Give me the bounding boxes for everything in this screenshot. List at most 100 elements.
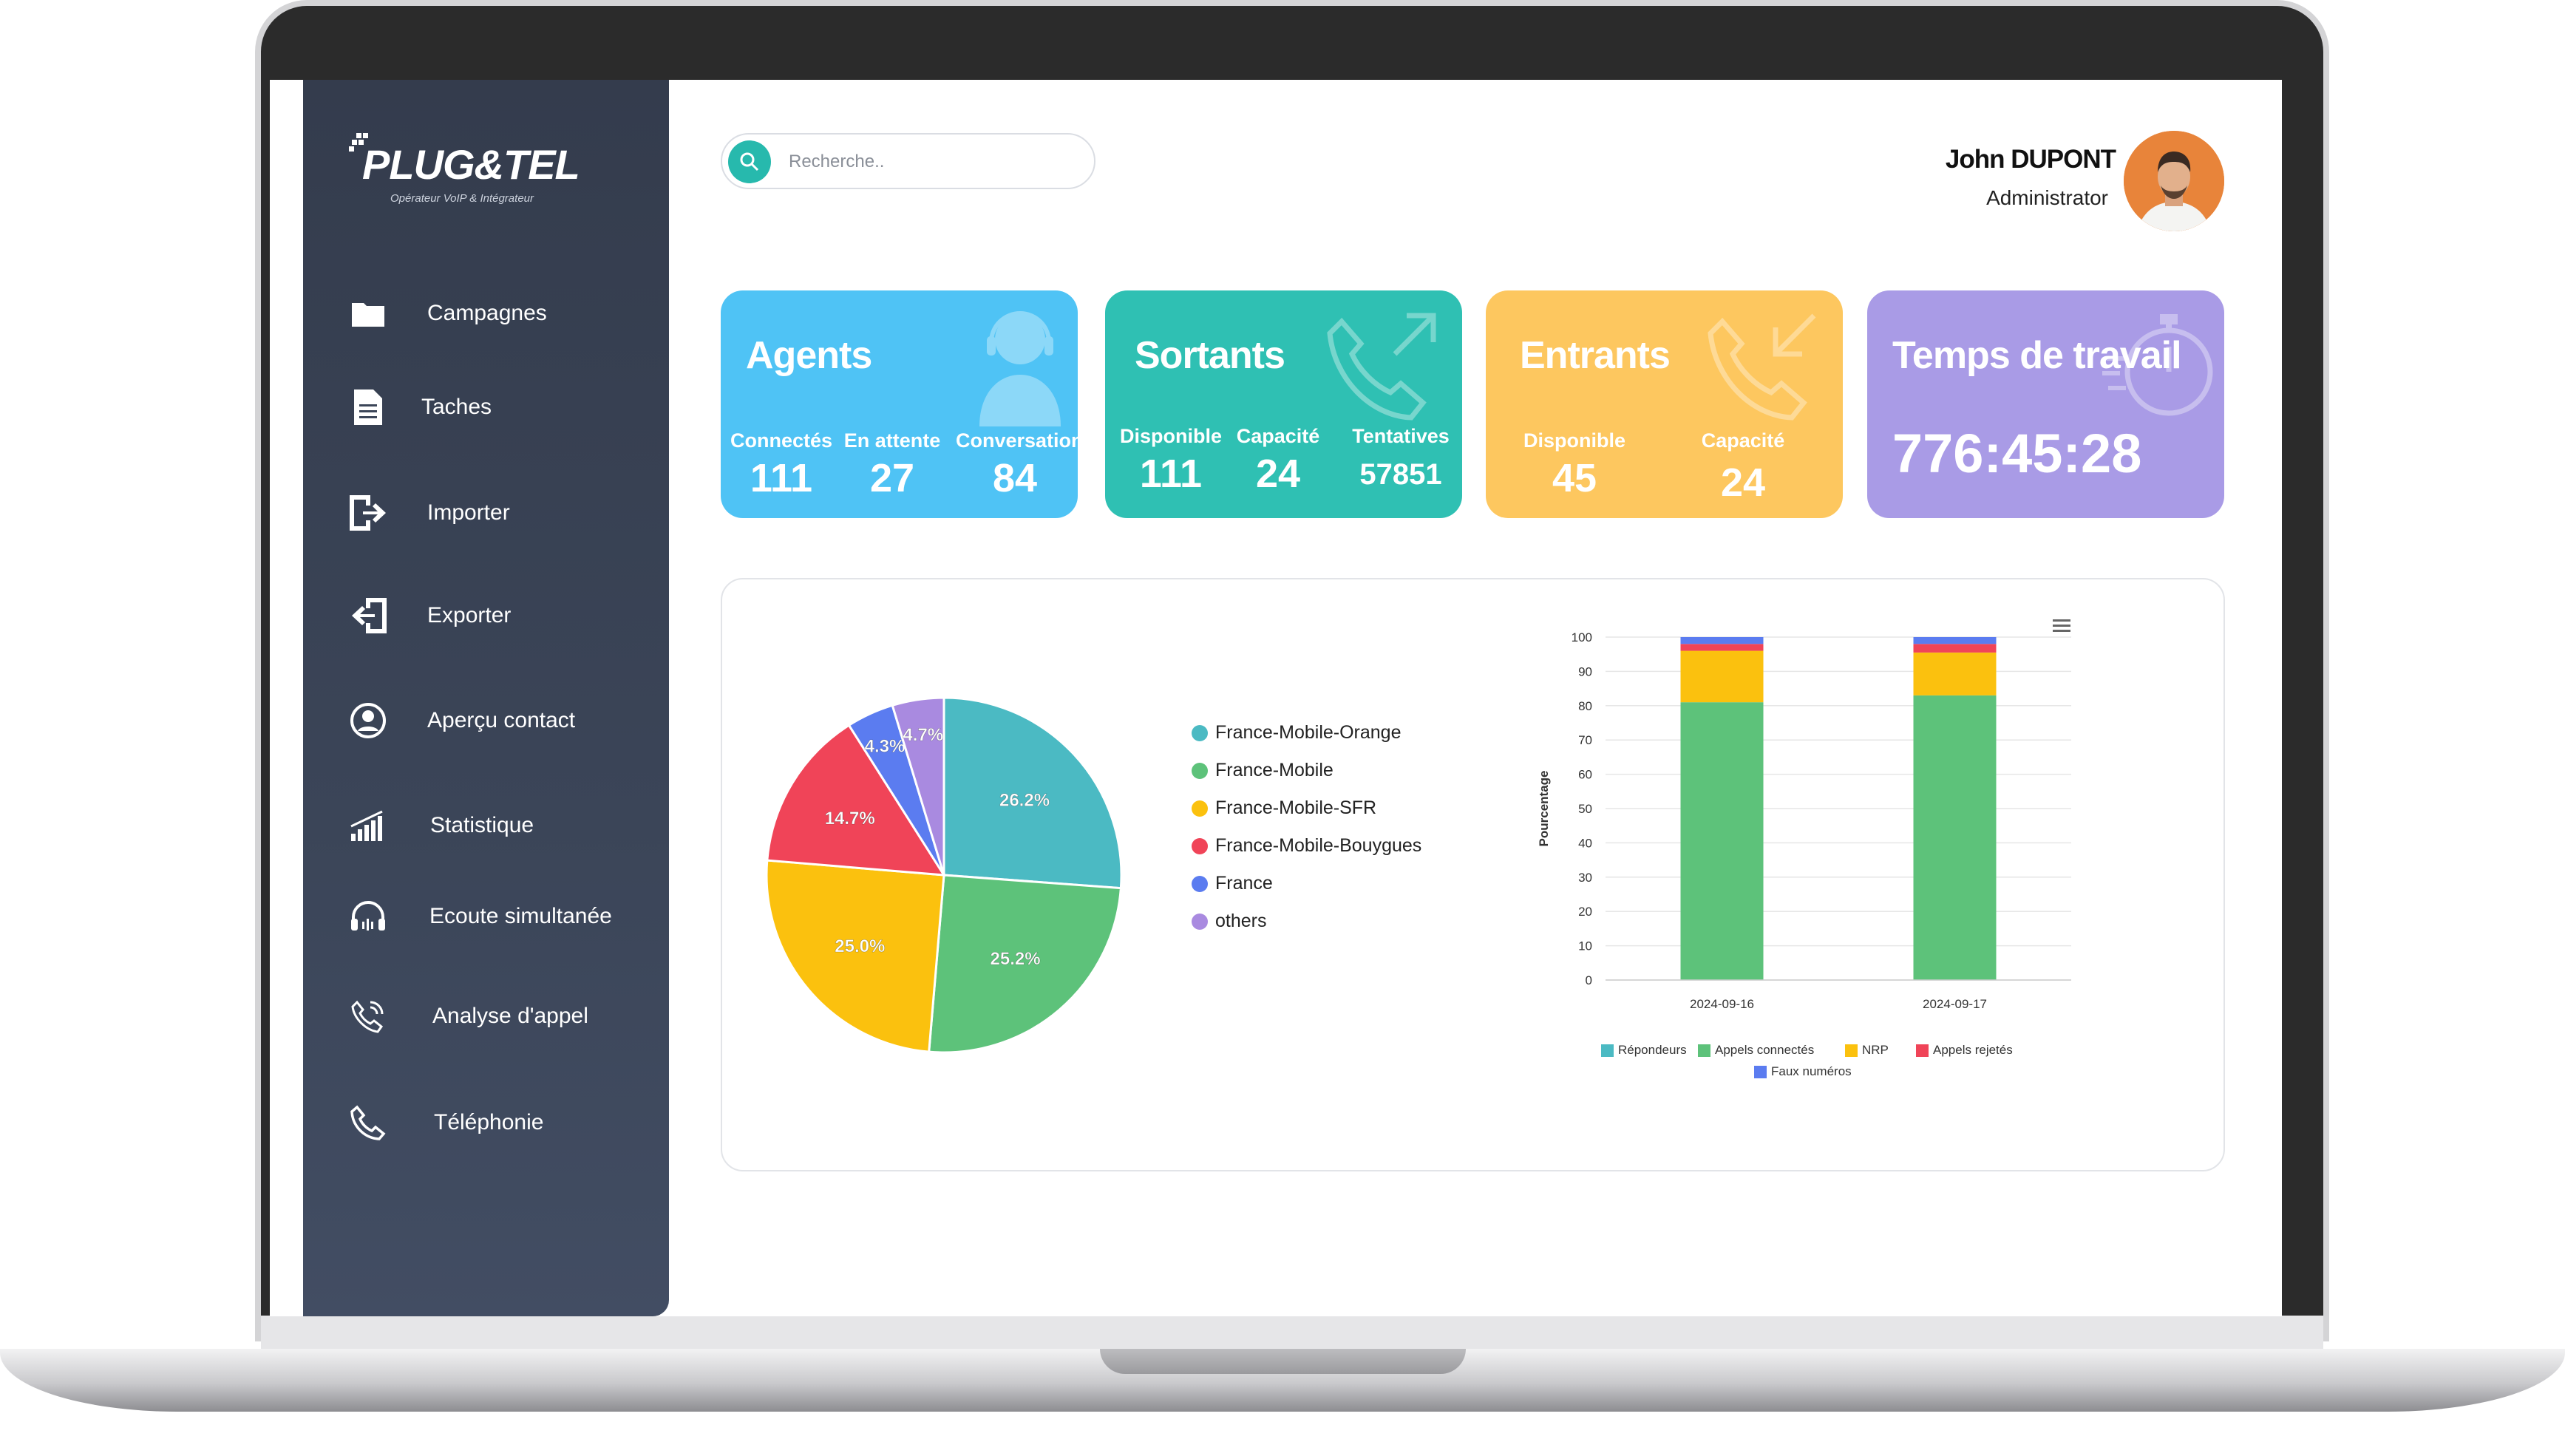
y-tick-label: 70 <box>1578 733 1592 747</box>
brand-logo[interactable]: PLUG&TEL Opérateur VoIP & Intégrateur <box>349 133 615 214</box>
card-temps-de-travail[interactable]: Temps de travail 776:45:28 <box>1867 290 2224 518</box>
legend-label: France-Mobile <box>1215 760 1334 780</box>
legend-swatch <box>1916 1044 1929 1057</box>
legend-swatch <box>1845 1044 1858 1057</box>
sidebar-item-label: Ecoute simultanée <box>429 904 612 928</box>
pie-legend-item[interactable]: others <box>1192 911 1266 932</box>
bar-legend-item[interactable]: Appels rejetés <box>1916 1043 2013 1058</box>
bar-legend-item[interactable]: Appels connectés <box>1698 1043 1814 1058</box>
pie-legend-item[interactable]: France-Mobile <box>1192 760 1334 781</box>
stat-label: Capacité <box>1236 425 1320 447</box>
legend-label: France-Mobile-Orange <box>1215 722 1402 743</box>
stat-label: En attente <box>843 429 941 452</box>
stat-label: Disponible <box>1523 429 1625 452</box>
legend-label: NRP <box>1862 1043 1889 1057</box>
card-entrants[interactable]: Entrants Disponible 45 Capacité 24 <box>1486 290 1843 518</box>
screen: PLUG&TEL Opérateur VoIP & Intégrateur Ca… <box>270 80 2282 1316</box>
legend-label: France-Mobile-SFR <box>1215 797 1377 818</box>
legend-label: France <box>1215 873 1273 894</box>
sidebar-item-campagnes[interactable]: Campagnes <box>303 280 669 347</box>
pie-legend-item[interactable]: France-Mobile-Bouygues <box>1192 835 1421 857</box>
x-tick-label: 2024-09-17 <box>1923 997 1987 1011</box>
pie-slice[interactable] <box>891 696 945 876</box>
bar-legend-item[interactable]: NRP <box>1845 1043 1889 1058</box>
bar-segment[interactable] <box>1913 637 1997 644</box>
export-icon <box>346 593 390 638</box>
search-bar <box>721 133 1095 189</box>
brand-tagline: Opérateur VoIP & Intégrateur <box>390 192 534 205</box>
pie-data-label: 4.7% <box>903 725 943 745</box>
bar-legend-item[interactable]: Répondeurs <box>1601 1043 1687 1058</box>
y-tick-label: 30 <box>1578 871 1592 885</box>
bar-segment[interactable] <box>1913 695 1997 980</box>
bar-segment[interactable] <box>1680 702 1764 980</box>
sidebar-item-label: Importer <box>427 500 510 525</box>
pie-legend-item[interactable]: France <box>1192 873 1273 894</box>
charts-panel: 26.2% 25.2% 25.0% 14.7% 4.3% 4.7% France-Mobi… <box>721 578 2225 1171</box>
sidebar-item-apercu-contact[interactable]: Aperçu contact <box>303 687 669 754</box>
laptop-bezel-bottom <box>261 1316 2323 1349</box>
search-input[interactable] <box>789 148 1077 176</box>
legend-swatch <box>1192 724 1208 741</box>
chart-menu-icon[interactable] <box>2053 618 2073 638</box>
sidebar-item-label: Campagnes <box>427 301 547 325</box>
phone-icon <box>346 1100 390 1145</box>
card-sortants[interactable]: Sortants Disponible 111 Capacité 24 Tent… <box>1105 290 1462 518</box>
stat-capacite: Capacité 24 <box>1226 425 1330 497</box>
pie-legend-item[interactable]: France-Mobile-SFR <box>1192 797 1376 819</box>
sidebar: PLUG&TEL Opérateur VoIP & Intégrateur Ca… <box>303 80 669 1316</box>
y-tick-label: 100 <box>1572 630 1592 644</box>
pie-legend-item[interactable]: France-Mobile-Orange <box>1192 722 1402 744</box>
work-time-value: 776:45:28 <box>1892 423 2142 484</box>
pie-slice[interactable] <box>766 724 946 877</box>
pie-slice[interactable] <box>765 859 945 1053</box>
bar-legend-item[interactable]: Faux numéros <box>1754 1064 1852 1079</box>
y-tick-label: 60 <box>1578 768 1592 782</box>
stat-capacite: Capacité 24 <box>1684 429 1802 506</box>
sidebar-item-telephonie[interactable]: Téléphonie <box>303 1089 669 1156</box>
pie-slice[interactable] <box>942 696 1123 890</box>
stat-disponible: Disponible 45 <box>1515 429 1634 501</box>
stat-disponible: Disponible 111 <box>1115 425 1226 497</box>
sidebar-item-ecoute-simultanee[interactable]: Ecoute simultanée <box>303 883 669 950</box>
legend-label: France-Mobile-Bouygues <box>1215 835 1422 856</box>
stat-label: Capacité <box>1701 429 1785 452</box>
sidebar-item-analyse-appel[interactable]: Analyse d'appel <box>303 983 669 1050</box>
sidebar-item-label: Exporter <box>427 603 512 627</box>
y-tick-label: 50 <box>1578 802 1592 816</box>
card-agents[interactable]: Agents Connectés 111 En attente 27 Conve… <box>721 290 1078 518</box>
bar-segment[interactable] <box>1680 650 1764 703</box>
sidebar-item-label: Analyse d'appel <box>432 1004 588 1028</box>
card-temps-title: Temps de travail <box>1892 334 2182 377</box>
pie-slice[interactable] <box>928 874 1122 1054</box>
sidebar-item-label: Taches <box>421 395 492 419</box>
avatar[interactable] <box>2124 131 2224 231</box>
legend-swatch <box>1601 1044 1614 1057</box>
sidebar-item-importer[interactable]: Importer <box>303 480 669 546</box>
sidebar-item-exporter[interactable]: Exporter <box>303 582 669 649</box>
y-tick-label: 10 <box>1578 939 1592 953</box>
stat-value: 45 <box>1552 456 1597 500</box>
legend-swatch <box>1698 1044 1710 1057</box>
legend-swatch <box>1192 800 1208 817</box>
pie-data-label: 25.2% <box>991 949 1041 969</box>
import-icon <box>346 491 390 535</box>
legend-swatch <box>1192 762 1208 779</box>
bar-segment[interactable] <box>1680 644 1764 651</box>
user-name: John DUPONT <box>1945 145 2116 174</box>
stat-value: 24 <box>1720 460 1766 505</box>
legend-swatch <box>1192 837 1208 854</box>
search-button[interactable] <box>728 140 771 183</box>
bar-segment[interactable] <box>1913 644 1997 653</box>
y-tick-label: 90 <box>1578 664 1592 678</box>
logo-dots-icon <box>349 133 368 152</box>
sidebar-item-label: Statistique <box>430 813 534 837</box>
headphones-icon <box>346 894 390 939</box>
legend-swatch <box>1754 1065 1767 1078</box>
stat-tentatives: Tentatives 57851 <box>1342 425 1460 491</box>
sidebar-item-statistique[interactable]: Statistique <box>303 792 669 859</box>
bar-segment[interactable] <box>1680 637 1764 644</box>
bar-segment[interactable] <box>1913 652 1997 695</box>
sidebar-item-taches[interactable]: Taches <box>303 374 669 440</box>
stat-value: 27 <box>869 456 915 500</box>
